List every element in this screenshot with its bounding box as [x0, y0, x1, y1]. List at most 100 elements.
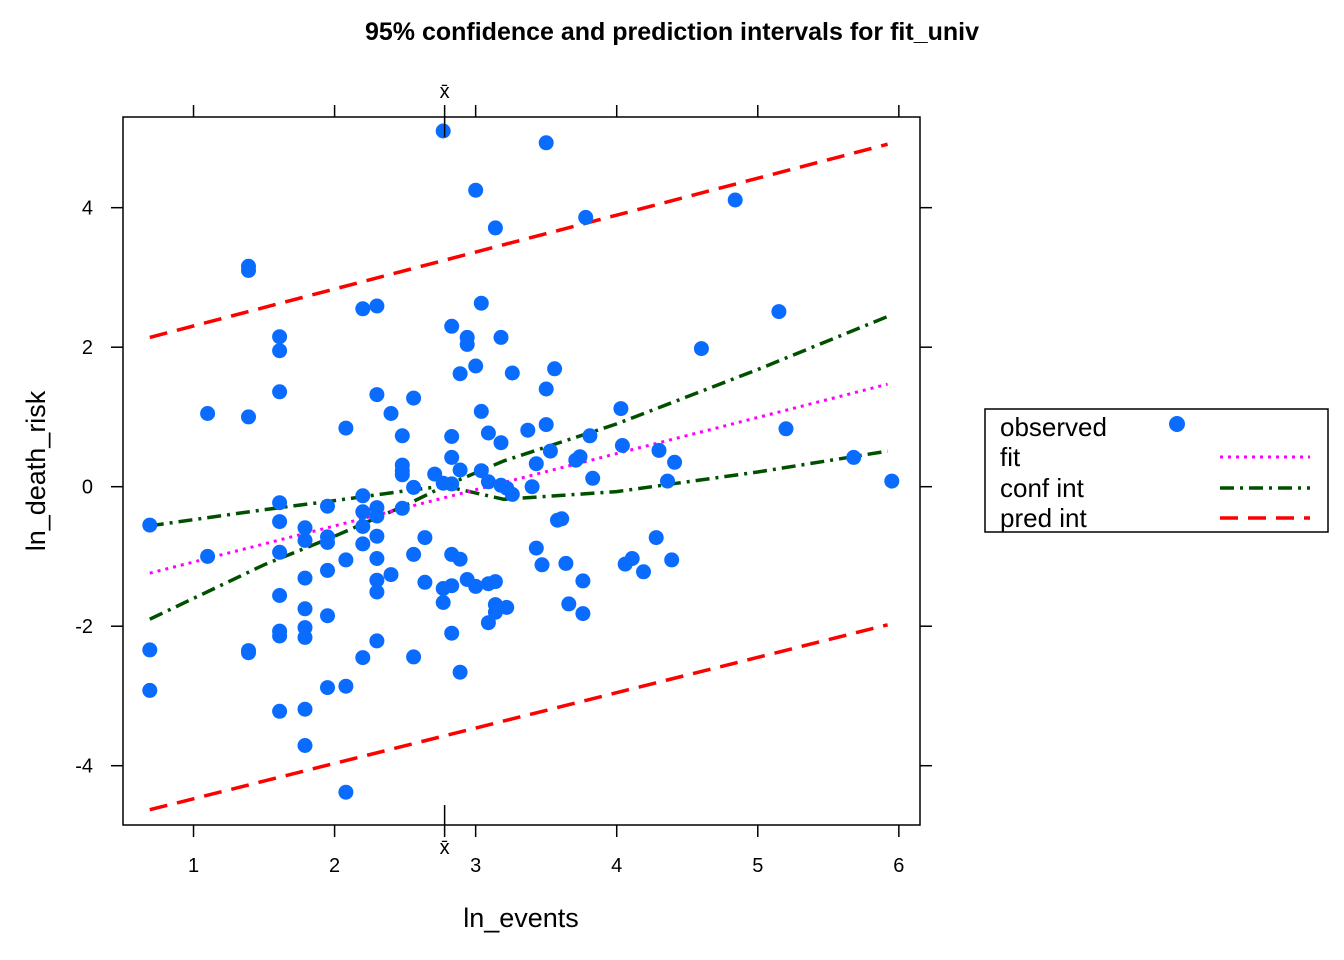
observed-point: [417, 530, 433, 546]
observed-point: [538, 381, 554, 397]
observed-point: [480, 425, 496, 441]
observed-point: [369, 508, 385, 524]
observed-point: [504, 486, 520, 502]
y-tick-label: -2: [75, 616, 93, 638]
observed-point: [142, 517, 158, 533]
observed-point: [406, 546, 422, 562]
observed-point: [636, 564, 651, 580]
observed-point: [369, 528, 385, 544]
observed-point: [320, 562, 335, 578]
observed-point: [338, 420, 354, 436]
y-axis-title: ln_death_risk: [21, 390, 51, 551]
observed-point: [406, 479, 422, 495]
x-tick-label: 5: [752, 855, 763, 877]
observed-point: [444, 449, 460, 465]
observed-point: [297, 601, 313, 617]
x-tick-label: 4: [611, 855, 622, 877]
observed-point: [297, 520, 313, 536]
plot-frame: [122, 116, 921, 826]
observed-point: [142, 642, 158, 658]
observed-point: [272, 329, 288, 345]
xbar-label-top: x̄: [440, 81, 450, 103]
observed-point: [575, 573, 591, 589]
observed-point: [624, 551, 640, 566]
interval-lines: [149, 142, 889, 812]
legend-label-pred-int: pred int: [1000, 503, 1087, 533]
pred-int-upper-line: [149, 142, 889, 340]
observed-point: [727, 192, 743, 208]
observed-point: [468, 182, 484, 198]
observed-point: [297, 738, 313, 753]
observed-point: [338, 552, 354, 568]
observed-point: [575, 606, 591, 622]
observed-point: [528, 540, 544, 556]
observed-point: [355, 504, 371, 520]
y-tick-label: -4: [75, 756, 93, 778]
observed-point: [452, 551, 468, 567]
observed-point: [320, 535, 335, 550]
observed-point: [504, 365, 520, 381]
observed-point: [487, 574, 503, 590]
observed-point: [547, 361, 563, 377]
observed-point: [613, 401, 629, 417]
observed-point: [142, 682, 158, 698]
observed-point: [499, 599, 515, 615]
observed-point: [355, 536, 371, 552]
x-tick-label: 2: [329, 855, 340, 877]
observed-point: [614, 438, 630, 453]
legend-label-fit: fit: [1000, 442, 1021, 472]
conf-int-upper-line: [149, 314, 889, 621]
observed-point: [578, 209, 594, 225]
observed-point: [468, 358, 484, 374]
observed-point: [272, 514, 288, 530]
observed-point: [538, 417, 554, 433]
pred-int-lower-line: [149, 623, 889, 812]
observed-point: [272, 588, 288, 603]
observed-point: [444, 318, 460, 334]
observed-point: [369, 584, 385, 600]
observed-point: [355, 488, 371, 504]
observed-point: [320, 608, 335, 624]
observed-point: [444, 578, 460, 594]
observed-point: [452, 462, 468, 478]
observed-point: [272, 628, 288, 644]
observed-point: [272, 384, 288, 400]
observed-point: [651, 442, 667, 458]
observed-point: [778, 421, 794, 437]
observed-point: [297, 629, 313, 645]
observed-point: [524, 479, 540, 495]
observed-point: [320, 680, 335, 696]
axis-ticks: 1 2 3 4 5 6 -4 -2 0 2 4: [75, 105, 932, 877]
y-tick-label: 0: [82, 477, 93, 499]
y-tick-label: 4: [82, 198, 93, 220]
legend-label-conf-int: conf int: [1000, 473, 1085, 503]
observed-point: [572, 449, 588, 465]
observed-point: [394, 500, 410, 516]
legend-box: [984, 408, 1329, 533]
observed-point: [534, 557, 550, 573]
observed-point: [355, 519, 371, 534]
x-tick-label: 3: [470, 855, 481, 877]
observed-point: [435, 123, 451, 139]
observed-point: [355, 301, 371, 317]
observed-point: [468, 578, 484, 594]
observed-point: [884, 473, 900, 489]
observed-point: [452, 664, 468, 680]
observed-point: [493, 435, 509, 451]
fit-line: [149, 382, 888, 575]
legend-key-observed: [1169, 416, 1185, 432]
observed-point: [338, 678, 354, 694]
legend-label-observed: observed: [1000, 412, 1107, 442]
observed-point: [444, 625, 460, 641]
xbar-markers: x̄ x̄: [440, 81, 450, 859]
observed-point: [394, 467, 410, 483]
observed-point: [558, 555, 574, 571]
observed-point: [406, 390, 422, 406]
observed-point: [538, 135, 554, 151]
observed-point: [693, 341, 709, 357]
observed-point: [369, 387, 385, 403]
observed-point: [771, 304, 787, 320]
observed-point: [383, 406, 399, 421]
observed-point: [667, 454, 683, 470]
